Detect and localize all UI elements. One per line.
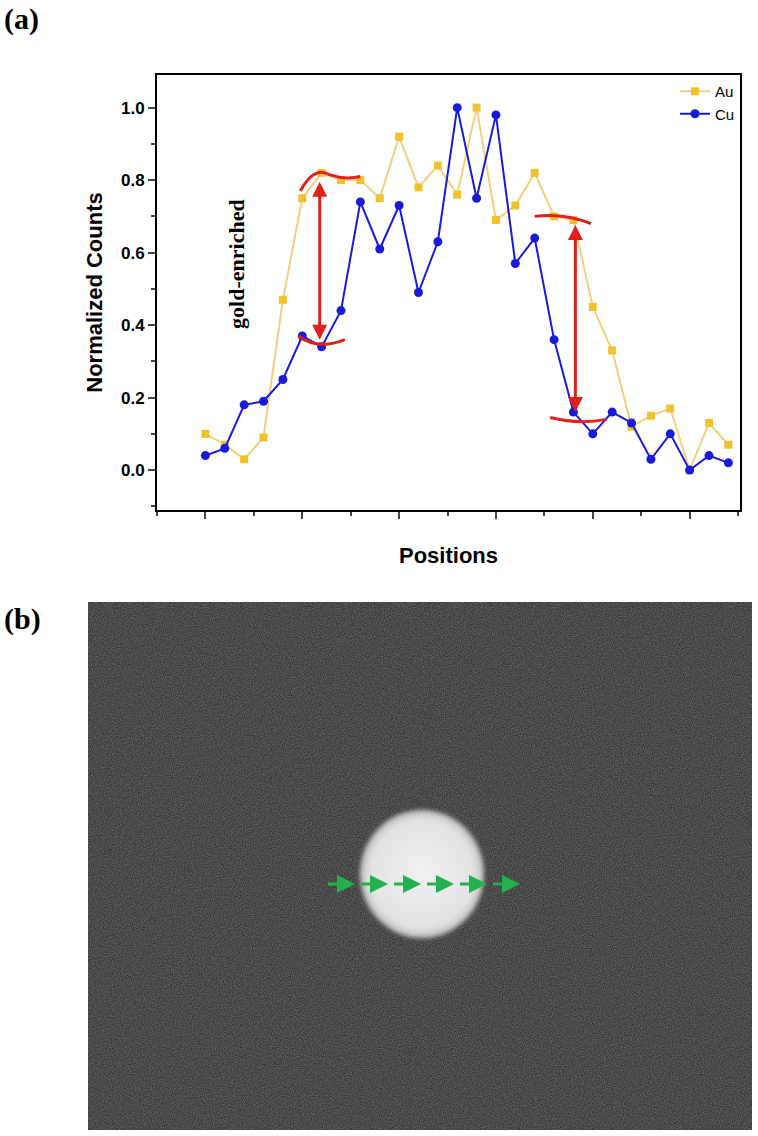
svg-text:Cu: Cu <box>715 106 734 123</box>
svg-text:0.8: 0.8 <box>121 171 145 190</box>
svg-text:gold-enriched: gold-enriched <box>224 199 249 329</box>
svg-text:Au: Au <box>715 83 733 100</box>
svg-text:Positions: Positions <box>399 543 498 568</box>
svg-text:1.0: 1.0 <box>121 99 145 118</box>
svg-text:0.6: 0.6 <box>121 244 145 263</box>
svg-text:0.2: 0.2 <box>121 389 145 408</box>
html-text:(b): (b) <box>4 602 41 635</box>
svg-text:0.4: 0.4 <box>121 316 145 335</box>
html-text:(a): (a) <box>4 2 39 35</box>
svg-text:0.0: 0.0 <box>121 461 145 480</box>
svg-text:Normalized Counts: Normalized Counts <box>82 192 107 392</box>
